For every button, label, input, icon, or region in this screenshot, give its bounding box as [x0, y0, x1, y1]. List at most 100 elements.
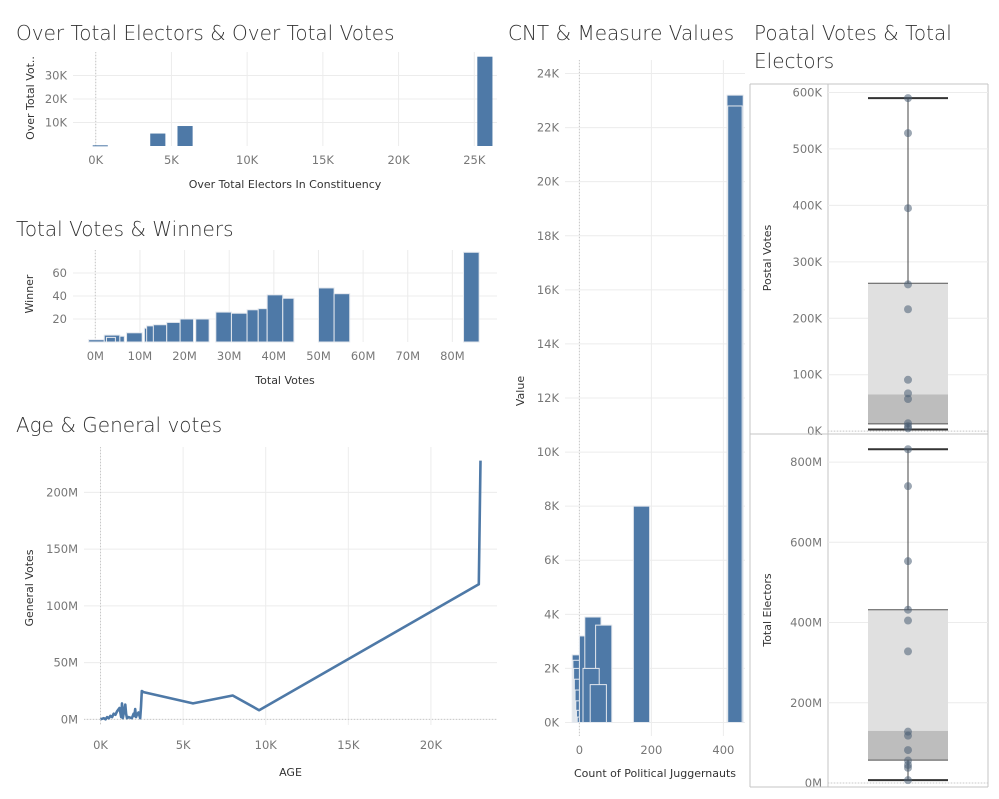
electors-ytick-label: 10K — [45, 116, 68, 130]
electors-y-axis-title: Over Total Vot.. — [24, 56, 37, 140]
postal-ytick-label: 400K — [793, 198, 823, 212]
electors-x-axis-title: Over Total Electors In Constituency — [189, 178, 382, 191]
electors_box-point — [904, 616, 912, 625]
cnt-ytick-label: 6K — [544, 553, 559, 567]
winners-xtick-label: 50M — [306, 349, 331, 363]
electors_box-ytick-label: 600M — [790, 535, 822, 549]
age-ytick-label: 200M — [46, 485, 78, 499]
electors-bar — [150, 133, 166, 146]
winners-bar — [257, 308, 268, 343]
postal-point — [904, 395, 912, 403]
cnt-ytick-label: 4K — [544, 607, 559, 621]
winners-bar — [333, 293, 351, 343]
winners-bar — [246, 309, 259, 343]
age-ytick-label: 150M — [46, 542, 78, 556]
winners-bar — [126, 332, 143, 343]
chart-title-electors: Over Total Electors & Over Total Votes — [16, 21, 395, 45]
postal-y-axis-title: Postal Votes — [761, 224, 774, 291]
winners-bar — [88, 339, 105, 343]
age-xtick-label: 0K — [93, 738, 108, 752]
cnt-xtick-label: 200 — [640, 743, 662, 757]
age-general-votes-line — [100, 460, 482, 721]
winners-xtick-label: 60M — [351, 349, 376, 363]
winners-bar — [317, 287, 335, 343]
electors_box-point — [904, 482, 912, 491]
postal-ytick-label: 200K — [793, 311, 823, 325]
age-xtick-label: 15K — [337, 738, 360, 752]
cnt-ytick-label: 24K — [537, 67, 560, 81]
cnt-y-axis-title: Value — [514, 376, 527, 406]
winners-bar — [266, 294, 284, 343]
electors_box-point — [904, 763, 912, 772]
electors-bar — [177, 126, 193, 146]
winners-bar — [215, 311, 232, 343]
cnt-ytick-label: 2K — [544, 661, 559, 675]
electors-xtick-label: 5K — [164, 153, 179, 167]
winners-bar — [463, 251, 480, 343]
postal-point — [904, 204, 912, 213]
winners-ytick-label: 60 — [52, 266, 67, 280]
chart-title-postal-line1: Poatal Votes & Total — [754, 21, 952, 45]
age-xtick-label: 10K — [255, 738, 278, 752]
postal-point — [904, 305, 912, 314]
postal-point — [904, 129, 912, 138]
electors_box-point — [904, 647, 912, 656]
chart-title-age: Age & General votes — [16, 413, 223, 437]
winners-xtick-label: 80M — [440, 349, 465, 363]
cnt-bar — [589, 684, 607, 723]
cnt-xtick-label: 0 — [576, 743, 583, 757]
postal-point — [904, 375, 912, 384]
postal-point — [904, 94, 912, 103]
electors_box-point — [904, 776, 912, 785]
winners-xtick-label: 20M — [172, 349, 197, 363]
age-ytick-label: 100M — [46, 599, 78, 613]
cnt-x-axis-title: Count of Political Juggernauts — [574, 767, 736, 780]
cnt-ytick-label: 12K — [537, 391, 560, 405]
postal-ytick-label: 100K — [793, 368, 823, 382]
cnt-bar — [632, 505, 651, 723]
cnt-ytick-label: 22K — [537, 121, 560, 135]
age-xtick-label: 20K — [420, 738, 443, 752]
electors_box-ytick-label: 200M — [790, 696, 822, 710]
cnt-ytick-label: 8K — [544, 499, 559, 513]
electors_box-point — [904, 605, 912, 614]
winners-bar — [179, 318, 195, 343]
winners-ytick-label: 40 — [52, 289, 67, 303]
winners-xtick-label: 0M — [87, 349, 104, 363]
electors_box-ytick-label: 400M — [790, 616, 822, 630]
winners-bar — [282, 297, 295, 343]
cnt-ytick-label: 14K — [537, 337, 560, 351]
cnt-xtick-label: 400 — [712, 743, 734, 757]
electors-xtick-label: 25K — [463, 153, 486, 167]
cnt-ytick-label: 10K — [537, 445, 560, 459]
winners-xtick-label: 10M — [128, 349, 153, 363]
winners-xtick-label: 40M — [262, 349, 287, 363]
age-xtick-label: 5K — [176, 738, 191, 752]
age-ytick-label: 50M — [53, 656, 78, 670]
electors_box-ytick-label: 800M — [790, 455, 822, 469]
postal-ytick-label: 500K — [793, 142, 823, 156]
electors-ytick-label: 20K — [45, 92, 68, 106]
electors_box-point — [904, 731, 912, 740]
winners-xtick-label: 30M — [217, 349, 242, 363]
postal-ytick-label: 600K — [793, 85, 823, 99]
cnt-bar — [727, 105, 743, 723]
cnt-ytick-label: 0K — [544, 715, 559, 729]
winners-bar — [166, 321, 181, 343]
cnt-ytick-label: 20K — [537, 175, 560, 189]
postal-point — [904, 424, 912, 433]
electors_box-box-upper — [868, 609, 948, 731]
electors-xtick-label: 20K — [387, 153, 410, 167]
winners-bar — [230, 312, 248, 343]
winners-xtick-label: 70M — [395, 349, 420, 363]
winners-bar — [152, 324, 168, 343]
electors_box-point — [904, 557, 912, 566]
chart-title-postal-line2: Electors — [754, 49, 835, 73]
electors-xtick-label: 10K — [236, 153, 259, 167]
postal-ytick-label: 0K — [807, 424, 822, 438]
electors-xtick-label: 0K — [88, 153, 103, 167]
electors_box-y-axis-title: Total Electors — [761, 573, 774, 648]
age-y-axis-title: General Votes — [23, 549, 36, 626]
winners-x-axis-title: Total Votes — [254, 374, 315, 387]
